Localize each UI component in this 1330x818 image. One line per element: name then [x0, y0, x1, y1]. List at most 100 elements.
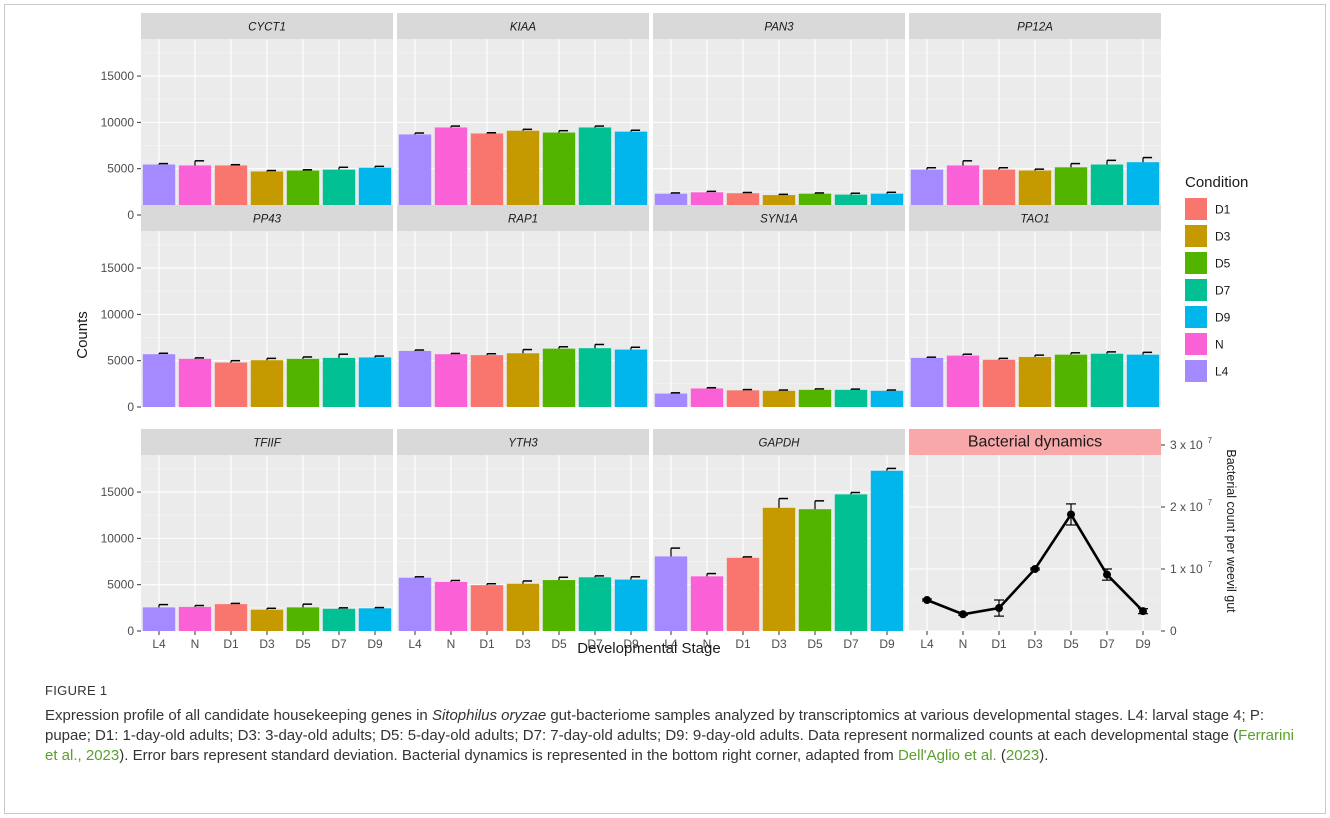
right-y-tick-label: 0: [1170, 624, 1177, 638]
y-tick-label: 0: [127, 400, 134, 414]
bar-TAO1-D3: [1018, 356, 1052, 407]
x-tick-label: L4: [152, 637, 166, 651]
bar-TAO1-D7: [1090, 353, 1124, 407]
bar-PP43-D7: [322, 357, 356, 407]
citation-link-dellaglio[interactable]: Dell'Aglio et al.: [897, 747, 997, 764]
bar-TAO1-D1: [982, 359, 1016, 407]
facet-strip: [141, 429, 393, 455]
x-tick-label: D5: [295, 637, 311, 651]
x-tick-label: D3: [259, 637, 275, 651]
x-tick-label: D7: [1099, 637, 1115, 651]
caption-text: Expression profile of all candidate hous…: [45, 706, 1305, 766]
bar-TFIIF-D1: [214, 604, 248, 631]
bar-PP43-N: [178, 358, 212, 407]
facet-title: TAO1: [1020, 214, 1049, 226]
facet-title: YTH3: [508, 438, 538, 450]
legend-key-D3: [1185, 225, 1207, 247]
bacterial-point-D1: [995, 604, 1003, 613]
right-y-tick-exponent: 7: [1208, 436, 1213, 445]
facet-title: Bacterial dynamics: [968, 434, 1102, 451]
x-tick-label: L4: [664, 637, 678, 651]
bar-PP43-D1: [214, 362, 248, 407]
x-tick-label: D9: [367, 637, 383, 651]
facet-title: CYCT1: [248, 22, 286, 34]
facet-title: GAPDH: [759, 438, 801, 450]
facet-strip: [397, 429, 649, 455]
y-tick-label: 0: [127, 208, 134, 222]
facet-strip: [141, 13, 393, 39]
bacterial-point-D7: [1103, 570, 1111, 579]
facet-strip: [909, 205, 1161, 231]
x-tick-label: D7: [843, 637, 859, 651]
y-tick-label: 10000: [101, 307, 135, 321]
y-tick-label: 5000: [107, 162, 134, 176]
y-tick-label: 10000: [101, 115, 135, 129]
facet-title: TFIIF: [253, 438, 281, 450]
bar-GAPDH-L4: [654, 556, 688, 631]
bar-TFIIF-D7: [322, 608, 356, 631]
bar-KIAA-D7: [578, 127, 612, 215]
bar-TFIIF-D5: [286, 607, 320, 631]
bar-TFIIF-D3: [250, 609, 284, 631]
legend-label-D5: D5: [1215, 257, 1231, 271]
x-tick-label: N: [447, 637, 456, 651]
facet-title: RAP1: [508, 214, 538, 226]
bar-TFIIF-N: [178, 606, 212, 631]
figure-label: FIGURE 1: [45, 683, 108, 698]
bar-GAPDH-D1: [726, 557, 760, 631]
x-tick-label: D1: [991, 637, 1007, 651]
y-tick-label: 15000: [101, 485, 135, 499]
y-axis-title: Counts: [74, 311, 91, 359]
caption-species: Sitophilus oryzae: [431, 707, 547, 724]
bar-KIAA-D5: [542, 132, 576, 215]
bar-TAO1-D5: [1054, 354, 1088, 407]
bacterial-point-L4: [923, 596, 931, 604]
x-tick-label: D9: [1135, 637, 1151, 651]
legend-key-D1: [1185, 198, 1207, 220]
bar-YTH3-D5: [542, 580, 576, 631]
facet-strip: [141, 205, 393, 231]
y-tick-label: 10000: [101, 531, 135, 545]
right-y-tick-exponent: 7: [1208, 560, 1213, 569]
bar-RAP1-D9: [614, 349, 648, 407]
bar-PP43-D5: [286, 358, 320, 407]
x-tick-label: L4: [408, 637, 422, 651]
bar-TAO1-D9: [1126, 354, 1160, 407]
bar-GAPDH-D9: [870, 470, 904, 631]
legend-label-D9: D9: [1215, 311, 1231, 325]
bar-GAPDH-N: [690, 576, 724, 631]
bar-YTH3-L4: [398, 577, 432, 631]
x-axis-title: Developmental Stage: [577, 640, 720, 657]
bar-RAP1-D5: [542, 348, 576, 407]
bar-RAP1-D1: [470, 355, 504, 407]
x-tick-label: D5: [551, 637, 567, 651]
citation-link-ferrarini[interactable]: Ferrarini et al., 2023: [45, 727, 1295, 764]
x-tick-label: D3: [515, 637, 531, 651]
legend-label-D7: D7: [1215, 284, 1231, 298]
x-tick-label: D7: [587, 637, 603, 651]
facet-title: KIAA: [510, 22, 537, 34]
bar-RAP1-D3: [506, 353, 540, 407]
citation-link-year[interactable]: 2023: [1005, 747, 1040, 764]
bar-RAP1-D7: [578, 348, 612, 407]
facet-title: PP12A: [1017, 22, 1053, 34]
y-tick-label: 15000: [101, 69, 135, 83]
legend-key-D7: [1185, 279, 1207, 301]
caption-part-6: ).: [1039, 747, 1049, 764]
bar-SYN1A-D3: [762, 390, 796, 407]
right-y-tick-label: 3 x 10: [1170, 438, 1203, 452]
bar-KIAA-D1: [470, 133, 504, 215]
right-y-tick-label: 2 x 10: [1170, 500, 1203, 514]
faceted-bar-chart: CYCT1 0 5000 10000 15000 KIAA PAN3 PP12A PP43 0 50…: [74, 13, 1248, 657]
bar-YTH3-D7: [578, 577, 612, 631]
bacterial-point-D9: [1139, 607, 1147, 616]
x-tick-label: D9: [623, 637, 639, 651]
bar-SYN1A-D9: [870, 390, 904, 407]
legend-key-N: [1185, 333, 1207, 355]
bar-YTH3-D3: [506, 583, 540, 631]
bar-YTH3-D1: [470, 585, 504, 631]
right-y-tick-exponent: 7: [1208, 498, 1213, 507]
y-tick-label: 15000: [101, 261, 135, 275]
legend-label-D3: D3: [1215, 230, 1231, 244]
x-tick-label: N: [959, 637, 968, 651]
